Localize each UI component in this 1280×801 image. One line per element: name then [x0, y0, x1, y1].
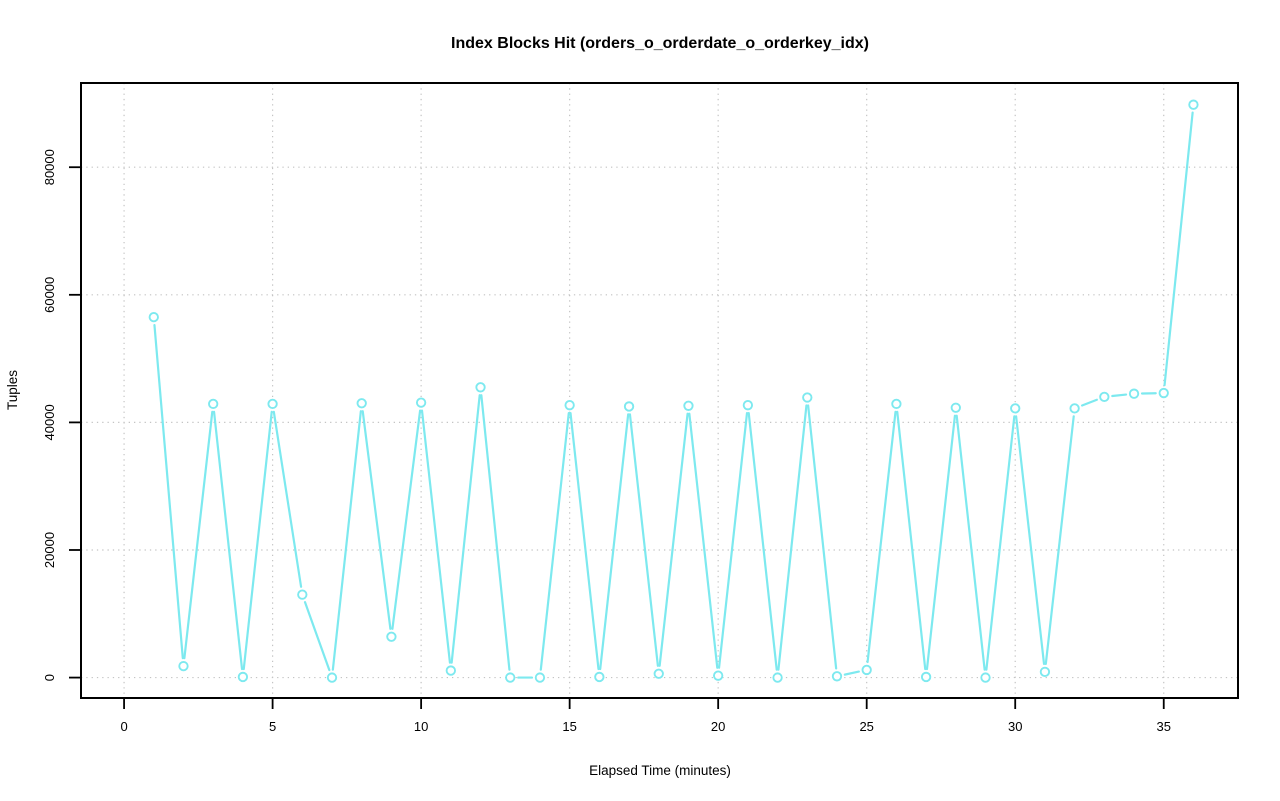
data-point [237, 671, 249, 683]
grid-lines [81, 83, 1238, 698]
line-segment [896, 410, 927, 671]
line-segment [450, 394, 481, 664]
data-point [1010, 403, 1021, 414]
data-point [683, 400, 694, 411]
line-segment [242, 410, 273, 671]
line-segment [183, 410, 214, 660]
data-point [891, 398, 902, 410]
line-segment [658, 412, 689, 667]
line-segment [272, 410, 303, 588]
data-point [742, 400, 754, 411]
line-segment [391, 409, 422, 630]
chart-title: Index Blocks Hit (orders_o_orderdate_o_o… [451, 35, 869, 52]
data-point [356, 398, 367, 409]
data-point [386, 631, 397, 642]
data-point [326, 672, 338, 683]
y-tick-label: 40000 [42, 404, 57, 440]
axes: 0 5 10 15 20 25 30 35 0 20000 40000 60000 80000 [42, 149, 1171, 734]
data-point [1069, 403, 1080, 414]
line-segment [955, 414, 986, 671]
line-segment [599, 413, 630, 671]
data-point [415, 397, 427, 408]
data-point [1039, 666, 1051, 677]
line-segment [1044, 415, 1075, 665]
data-point [594, 671, 605, 683]
x-tick-label: 0 [120, 719, 127, 734]
data-point [950, 402, 961, 413]
line-segment [866, 410, 897, 664]
data-series [148, 99, 1199, 683]
data-point [653, 668, 664, 679]
x-tick-label: 5 [269, 719, 276, 734]
line-segment [1015, 415, 1046, 665]
plot-border [80, 82, 1239, 699]
x-tick-label: 20 [711, 719, 725, 734]
data-point [475, 382, 486, 393]
data-point [1099, 391, 1110, 403]
data-point [802, 392, 813, 403]
x-tick-label: 35 [1157, 719, 1171, 734]
data-point [1158, 387, 1169, 399]
line-segment [628, 413, 659, 667]
data-point [564, 400, 575, 411]
data-point [713, 670, 724, 681]
line-segment [153, 324, 184, 660]
line-segment [1111, 393, 1128, 398]
data-point [534, 672, 546, 683]
data-point [831, 671, 843, 682]
line-segment [331, 410, 362, 671]
line-segment [925, 414, 957, 671]
line-segment [539, 412, 570, 671]
line-segment [569, 412, 600, 671]
y-tick-label: 60000 [42, 277, 57, 313]
data-point [772, 672, 783, 683]
data-point [208, 398, 219, 410]
line-segment [985, 415, 1016, 671]
x-tick-label: 15 [562, 719, 576, 734]
data-point [1128, 388, 1140, 399]
x-tick-label: 25 [859, 719, 873, 734]
data-point [623, 401, 635, 412]
data-point [267, 398, 278, 410]
data-point [861, 664, 872, 676]
x-axis-label: Elapsed Time (minutes) [589, 763, 731, 778]
x-tick-label: 30 [1008, 719, 1022, 734]
line-segment [1163, 111, 1194, 387]
data-point [980, 672, 991, 683]
data-point [297, 589, 308, 600]
line-segment [303, 601, 331, 672]
data-point [920, 671, 932, 683]
line-segment [361, 410, 392, 630]
y-tick-label: 20000 [42, 532, 57, 568]
data-point [445, 665, 456, 676]
y-axis-label: Tuples [5, 370, 20, 410]
line-segment [747, 412, 778, 671]
data-point [148, 311, 159, 323]
line-segment [807, 404, 838, 670]
data-point [1188, 99, 1199, 110]
line-segment [420, 409, 452, 664]
line-segment [777, 404, 808, 671]
line-segment [688, 412, 719, 669]
line-segment [1080, 398, 1098, 407]
line-segment [212, 410, 244, 671]
data-point [178, 660, 189, 672]
y-tick-label: 0 [42, 674, 57, 681]
x-tick-label: 10 [414, 719, 428, 734]
data-point [505, 672, 516, 683]
line-segment [843, 670, 860, 676]
line-segment [717, 412, 749, 669]
line-segment [480, 394, 511, 671]
y-tick-label: 80000 [42, 149, 57, 185]
